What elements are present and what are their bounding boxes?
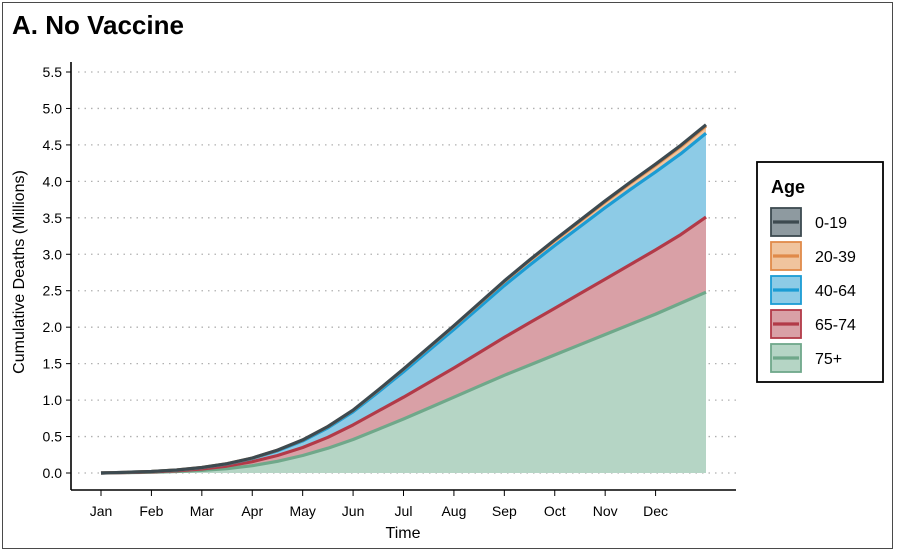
legend-label: 0-19 [815, 215, 847, 232]
y-tick-label: 2.0 [43, 319, 63, 335]
y-tick-label: 3.5 [43, 210, 63, 226]
area-75+ [101, 292, 706, 473]
legend: Age 0-19 20-39 40-64 65-74 75+ [756, 161, 884, 383]
x-tick-label: Mar [190, 503, 214, 519]
chart-title: A. No Vaccine [12, 10, 184, 40]
legend-label: 40-64 [815, 283, 856, 300]
x-tick-label: Feb [139, 503, 163, 519]
x-tick-label: May [289, 503, 315, 519]
y-tick-label: 1.5 [43, 356, 63, 372]
x-tick-label: Jan [90, 503, 113, 519]
series-lines [100, 123, 708, 475]
x-tick-label: Jul [395, 503, 413, 519]
stacked-areas [101, 124, 706, 473]
legend-label: 65-74 [815, 317, 856, 334]
x-tick-label: Aug [441, 503, 466, 519]
x-tick-label: Oct [544, 503, 566, 519]
y-axis-title: Cumulative Deaths (Millions) [11, 170, 28, 374]
x-tick-label: Dec [643, 503, 668, 519]
y-tick-label: 4.5 [43, 137, 63, 153]
y-tick-label: 0.0 [43, 465, 63, 481]
legend-label: 75+ [815, 351, 842, 368]
x-tick-label: Jun [342, 503, 365, 519]
y-tick-label: 4.0 [43, 173, 63, 189]
x-axis-title: Time [386, 525, 421, 542]
y-tick-label: 5.0 [43, 100, 63, 116]
line-0-19 [100, 123, 708, 475]
y-tick-label: 5.5 [43, 64, 63, 80]
y-tick-label: 3.0 [43, 246, 63, 262]
x-tick-label: Nov [593, 503, 618, 519]
y-tick-label: 1.0 [43, 392, 63, 408]
x-tick-label: Sep [492, 503, 517, 519]
x-tick-label: Apr [241, 503, 263, 519]
y-tick-label: 0.5 [43, 429, 63, 445]
legend-title: Age [771, 177, 805, 197]
legend-label: 20-39 [815, 249, 856, 266]
y-tick-label: 2.5 [43, 283, 63, 299]
axes: 0.0 0.5 1.0 1.5 2.0 2.5 3.0 3.5 4.0 4.5 5.0 5.5 Jan F… [43, 62, 736, 519]
